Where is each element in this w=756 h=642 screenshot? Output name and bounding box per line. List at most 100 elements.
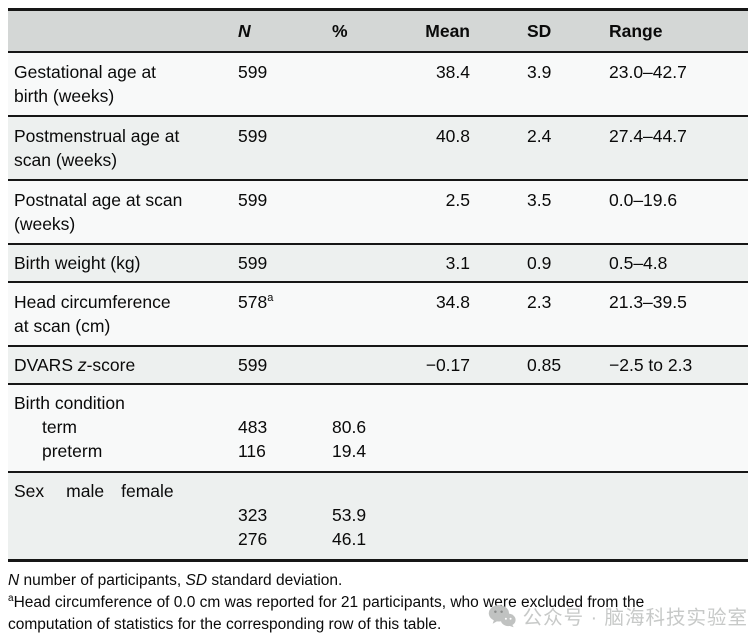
- spacer: [332, 391, 412, 415]
- cell-mean: 38.4: [435, 62, 470, 82]
- row-label-cell: Gestational age at birth (weeks): [8, 52, 230, 116]
- cell-n-group: 483 116: [230, 384, 326, 472]
- cell-n: 599: [238, 62, 268, 82]
- cell-n-term: 483: [238, 417, 268, 437]
- row-label: Birth weight (kg): [14, 253, 141, 273]
- group-label-sex: Sex male female: [14, 481, 174, 501]
- table-row-sex: Sex male female 323 276 53.9 46.1: [8, 472, 748, 561]
- row-label: Gestational age at birth (weeks): [14, 62, 157, 106]
- cell-n-group: 323 276: [230, 472, 326, 561]
- cell-mean: −0.17: [425, 355, 470, 375]
- sex-label: Sex: [14, 481, 45, 501]
- cell-sd: 2.4: [527, 126, 552, 146]
- spacer: [332, 479, 412, 503]
- footnote-text: number of participants,: [19, 572, 186, 589]
- header-cell-empty: [8, 10, 230, 53]
- table-footnotes: N number of participants, SD standard de…: [8, 570, 724, 636]
- sub-row-label-preterm: preterm: [42, 441, 103, 461]
- cell-sd: [482, 472, 577, 561]
- sex-option-male: male: [66, 481, 105, 501]
- footnote-a: aHead circumference of 0.0 cm was report…: [8, 592, 724, 636]
- header-cell-percent: %: [332, 21, 348, 41]
- row-label: Postmenstrual age at scan (weeks): [14, 126, 180, 170]
- cell-n: 599: [238, 190, 268, 210]
- cell-range: [577, 472, 748, 561]
- cell-percent-preterm: 19.4: [332, 441, 367, 461]
- cell-range: 27.4–44.7: [609, 126, 687, 146]
- group-label: Birth condition: [14, 393, 125, 413]
- cell-mean: [412, 472, 482, 561]
- header-cell-sd: SD: [527, 21, 552, 41]
- cell-mean: 40.8: [435, 126, 470, 146]
- row-label-cell: Sex male female: [8, 472, 230, 561]
- spacer: [238, 479, 326, 503]
- cell-n: 599: [238, 126, 268, 146]
- cell-n-value: 578: [238, 292, 268, 312]
- footnote-a-marker: a: [8, 592, 14, 604]
- cell-percent: [326, 52, 412, 116]
- cell-mean: 34.8: [435, 292, 470, 312]
- cell-sd: [482, 384, 577, 472]
- cell-n: 599: [238, 355, 268, 375]
- cell-sd: 2.3: [527, 292, 552, 312]
- participant-statistics-table: N % Mean SD Range Gestational age at bir…: [8, 8, 748, 562]
- cell-percent-group: 53.9 46.1: [326, 472, 412, 561]
- cell-n-male: 323: [238, 505, 268, 525]
- cell-n-preterm: 116: [238, 441, 266, 461]
- table-row: Gestational age at birth (weeks) 599 38.…: [8, 52, 748, 116]
- row-label-italic-z: z: [77, 355, 87, 375]
- cell-mean: 3.1: [445, 253, 470, 273]
- cell-sd: 0.85: [527, 355, 562, 375]
- cell-percent: [326, 282, 412, 346]
- cell-mean: [412, 384, 482, 472]
- header-row: N % Mean SD Range: [8, 9, 748, 53]
- cell-percent: [326, 180, 412, 244]
- cell-sd: 3.5: [527, 190, 552, 210]
- cell-percent-term: 80.6: [332, 417, 367, 437]
- cell-sd: 0.9: [527, 253, 552, 273]
- cell-percent-group: 80.6 19.4: [326, 384, 412, 472]
- cell-mean: 2.5: [445, 190, 470, 210]
- watermark: 公众号 · 脑海科技实验室: [488, 601, 748, 630]
- cell-n: 578a: [230, 282, 326, 346]
- row-label-cell: DVARS z-score: [8, 346, 230, 384]
- cell-n-female: 276: [238, 529, 268, 549]
- cell-range: 0.0–19.6: [609, 190, 678, 210]
- cell-percent: [326, 244, 412, 282]
- row-label-cell: Birth condition term preterm: [8, 384, 230, 472]
- table-row: Postmenstrual age at scan (weeks) 599 40…: [8, 116, 748, 180]
- footnote-marker-a: a: [267, 292, 274, 305]
- table-header: N % Mean SD Range: [8, 9, 748, 53]
- table-row: DVARS z-score 599 −0.17 0.85 −2.5 to 2.3: [8, 346, 748, 384]
- sex-option-female: female: [121, 481, 174, 501]
- cell-range: 0.5–4.8: [609, 253, 668, 273]
- cell-range: 23.0–42.7: [609, 62, 687, 82]
- cell-percent: [326, 116, 412, 180]
- cell-range: 21.3–39.5: [609, 292, 687, 312]
- footnote-abbreviations: N number of participants, SD standard de…: [8, 570, 724, 592]
- row-label: Head circumference at scan (cm): [14, 292, 171, 336]
- row-label: Postnatal age at scan (weeks): [14, 190, 183, 234]
- row-label-cell: Head circumference at scan (cm): [8, 282, 230, 346]
- header-cell-mean: Mean: [425, 21, 470, 41]
- cell-percent-male: 53.9: [332, 505, 367, 525]
- cell-range: −2.5 to 2.3: [609, 355, 693, 375]
- watermark-text: 公众号 · 脑海科技实验室: [522, 607, 748, 629]
- cell-percent: [326, 346, 412, 384]
- header-cell-range: Range: [609, 21, 663, 41]
- footnote-text: standard deviation.: [207, 572, 343, 589]
- spacer: [238, 391, 326, 415]
- footnote-n-abbrev: N: [8, 572, 20, 589]
- wechat-icon: [488, 604, 516, 628]
- table-row: Birth weight (kg) 599 3.1 0.9 0.5–4.8: [8, 244, 748, 282]
- table-row: Head circumference at scan (cm) 578a 34.…: [8, 282, 748, 346]
- cell-sd: 3.9: [527, 62, 552, 82]
- table-row: Postnatal age at scan (weeks) 599 2.5 3.…: [8, 180, 748, 244]
- row-label-cell: Postmenstrual age at scan (weeks): [8, 116, 230, 180]
- cell-percent-female: 46.1: [332, 529, 367, 549]
- sub-row-label-term: term: [42, 417, 77, 437]
- header-cell-n: N: [238, 21, 251, 41]
- cell-n: 599: [238, 253, 268, 273]
- row-label-cell: Postnatal age at scan (weeks): [8, 180, 230, 244]
